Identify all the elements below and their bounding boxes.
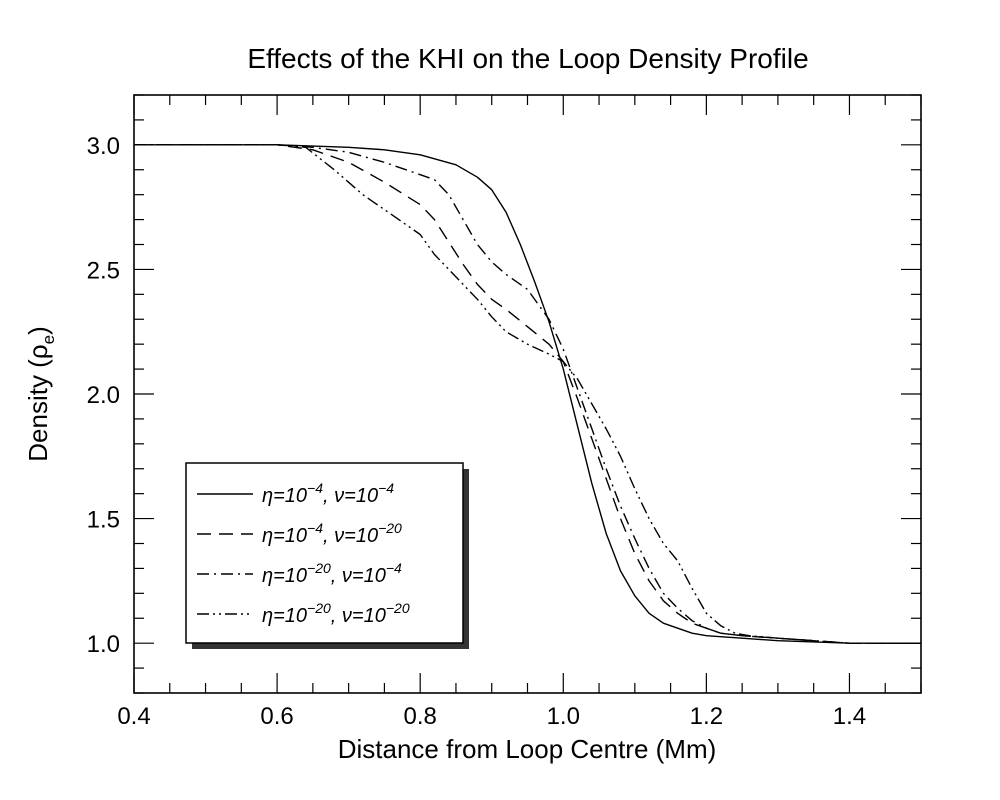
y-axis-label-main: Density (ρ bbox=[23, 344, 53, 461]
series-lines bbox=[134, 144, 921, 644]
chart-title: Effects of the KHI on the Loop Density P… bbox=[247, 43, 808, 74]
axis-tick-labels: 0.4 0.6 0.8 1.0 1.2 1.4 1.0 1.5 2.0 2.5 3.0 bbox=[87, 133, 867, 730]
legend-box bbox=[185, 462, 464, 644]
y-axis-label-close: ) bbox=[23, 326, 53, 335]
series-line-2 bbox=[134, 144, 921, 644]
axis-ticks bbox=[133, 94, 922, 694]
x-tick-label: 0.4 bbox=[117, 703, 150, 730]
x-tick-label: 0.6 bbox=[260, 703, 293, 730]
y-axis-label-subscript: e bbox=[39, 335, 58, 344]
legend-label-4: η=10−20, ν=10−20 bbox=[262, 600, 410, 627]
x-tick-label: 1.0 bbox=[547, 703, 580, 730]
y-tick-label: 2.0 bbox=[87, 382, 120, 409]
series-line-4 bbox=[134, 144, 921, 644]
y-axis-label: Density (ρe) bbox=[23, 326, 58, 462]
y-tick-label: 2.5 bbox=[87, 257, 120, 284]
x-tick-label: 0.8 bbox=[403, 703, 436, 730]
y-tick-label: 1.0 bbox=[87, 631, 120, 658]
legend-label-2: η=10−4, ν=10−20 bbox=[262, 520, 402, 547]
y-tick-label: 3.0 bbox=[87, 133, 120, 160]
y-tick-label: 1.5 bbox=[87, 507, 120, 534]
series-line-3 bbox=[134, 144, 921, 644]
legend-label-3: η=10−20, ν=10−4 bbox=[262, 560, 402, 587]
x-tick-label: 1.4 bbox=[833, 703, 866, 730]
series-line-1 bbox=[134, 144, 921, 644]
legend: η=10−4, ν=10−4 η=10−4, ν=10−20 η=10−20, ν=… bbox=[185, 462, 469, 649]
x-axis-label: Distance from Loop Centre (Mm) bbox=[338, 734, 717, 764]
legend-label-1: η=10−4, ν=10−4 bbox=[262, 480, 394, 507]
plot-area: 0.4 0.6 0.8 1.0 1.2 1.4 1.0 1.5 2.0 2.5 3.0 bbox=[87, 94, 922, 730]
x-tick-label: 1.2 bbox=[690, 703, 723, 730]
